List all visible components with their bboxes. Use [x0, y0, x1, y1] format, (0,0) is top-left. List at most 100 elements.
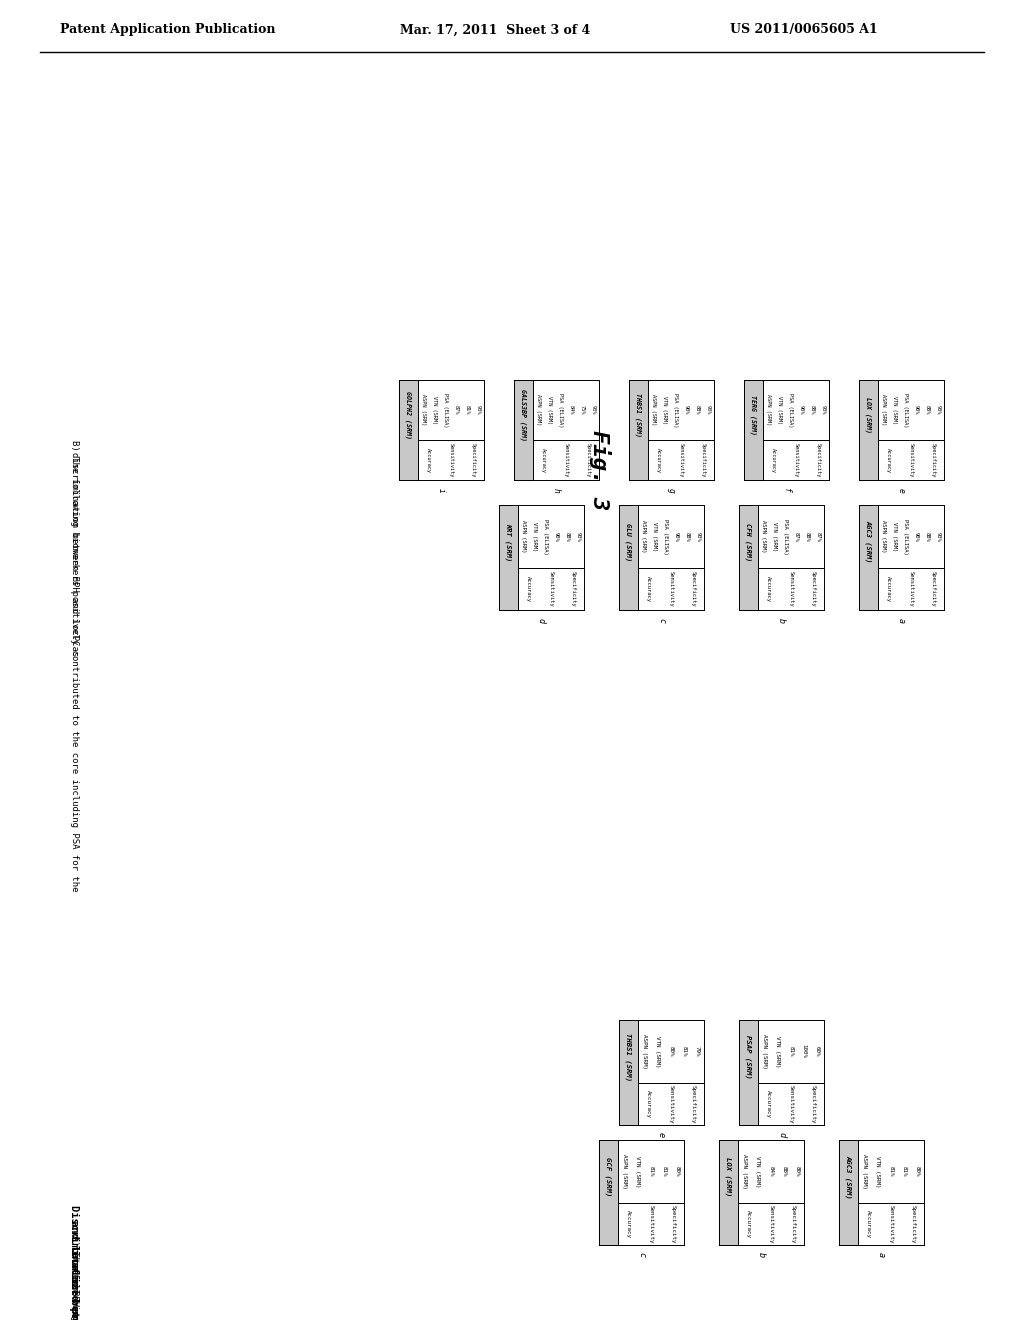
- Text: Specificity: Specificity: [931, 442, 936, 478]
- Text: Sensitivity: Sensitivity: [908, 442, 913, 478]
- Text: Specificity: Specificity: [910, 1205, 915, 1243]
- Text: 81%: 81%: [788, 1047, 794, 1057]
- Polygon shape: [399, 380, 418, 480]
- Text: THBS1 (SRM): THBS1 (SRM): [635, 393, 642, 437]
- Polygon shape: [719, 1140, 737, 1245]
- Text: THBS1 (SRM): THBS1 (SRM): [625, 1032, 632, 1081]
- Text: Accuracy: Accuracy: [646, 576, 651, 602]
- Text: VTN (SRM): VTN (SRM): [662, 396, 667, 424]
- Text: VTN (SRM): VTN (SRM): [531, 521, 537, 552]
- Text: VTN (SRM): VTN (SRM): [876, 1156, 880, 1187]
- Text: 88%: 88%: [925, 532, 930, 541]
- Text: Sensitivity: Sensitivity: [794, 442, 799, 478]
- Text: c: c: [637, 1253, 646, 1258]
- Text: 79%: 79%: [695, 1047, 699, 1057]
- Text: ASPN (SRM): ASPN (SRM): [766, 395, 771, 425]
- Text: c: c: [657, 618, 666, 623]
- Polygon shape: [839, 1140, 858, 1245]
- Text: d: d: [777, 1133, 786, 1138]
- Text: GOLPH2 (SRM): GOLPH2 (SRM): [406, 391, 412, 440]
- Text: Specificity: Specificity: [570, 572, 575, 607]
- Text: 87%: 87%: [816, 532, 821, 541]
- Text: PSA (ELISA): PSA (ELISA): [558, 393, 563, 428]
- Text: 84%: 84%: [768, 1167, 773, 1176]
- Text: VTN (SRM): VTN (SRM): [892, 396, 897, 424]
- Text: Sensitivity: Sensitivity: [788, 1085, 794, 1123]
- Text: Sensitivity: Sensitivity: [563, 442, 568, 478]
- Text: e: e: [657, 1133, 666, 1138]
- Text: 80%: 80%: [669, 1047, 674, 1057]
- Text: Fig. 3: Fig. 3: [589, 430, 611, 510]
- Text: Sensitivity: Sensitivity: [548, 572, 553, 607]
- Text: VTN (SRM): VTN (SRM): [892, 521, 897, 552]
- Text: Accuracy: Accuracy: [627, 1210, 631, 1238]
- Text: 87%: 87%: [794, 532, 799, 541]
- Text: Accuracy: Accuracy: [426, 447, 431, 473]
- Text: and localized prostate cancer (locPCa, n=16): and localized prostate cancer (locPCa, n…: [69, 1220, 79, 1320]
- Text: 81%: 81%: [662, 1167, 667, 1176]
- Text: ASPN (SRM): ASPN (SRM): [650, 395, 655, 425]
- Text: a: a: [897, 618, 906, 623]
- Text: Accuracy: Accuracy: [771, 447, 776, 473]
- Text: VTN (SRM): VTN (SRM): [651, 521, 656, 552]
- Text: LOX (SRM): LOX (SRM): [725, 1158, 731, 1196]
- Text: PSA (ELISA): PSA (ELISA): [673, 393, 678, 428]
- Text: CFH (SRM): CFH (SRM): [745, 523, 752, 561]
- Text: a: a: [877, 1253, 886, 1258]
- Text: 88%: 88%: [565, 532, 570, 541]
- Polygon shape: [859, 380, 878, 480]
- Text: 90%: 90%: [674, 532, 679, 541]
- Text: Sensitivity: Sensitivity: [768, 1205, 773, 1243]
- Text: Specificity: Specificity: [815, 442, 820, 478]
- Text: Sensitivity: Sensitivity: [648, 1205, 653, 1243]
- Text: ASPN (SRM): ASPN (SRM): [741, 1154, 746, 1189]
- Text: Accuracy: Accuracy: [646, 1090, 651, 1118]
- Text: PSA (ELISA): PSA (ELISA): [787, 393, 793, 428]
- Text: Accuracy: Accuracy: [886, 447, 891, 473]
- Text: Sensitivity: Sensitivity: [788, 572, 794, 607]
- Text: d: d: [537, 618, 546, 623]
- Polygon shape: [499, 506, 518, 610]
- Text: VTN (SRM): VTN (SRM): [775, 1036, 780, 1068]
- Text: Sensitivity: Sensitivity: [669, 572, 674, 607]
- Text: ASPN (SRM): ASPN (SRM): [521, 520, 525, 553]
- Text: Accuracy: Accuracy: [766, 576, 771, 602]
- Text: 88%: 88%: [805, 532, 810, 541]
- Text: Sensitivity: Sensitivity: [449, 442, 454, 478]
- Polygon shape: [744, 380, 763, 480]
- Text: Accuracy: Accuracy: [656, 447, 662, 473]
- Text: 84%: 84%: [569, 405, 573, 414]
- Text: AGC3 (SRM): AGC3 (SRM): [865, 520, 871, 564]
- Text: ASPN (SRM): ASPN (SRM): [536, 395, 541, 425]
- Text: 93%: 93%: [591, 405, 596, 414]
- Text: Accuracy: Accuracy: [542, 447, 546, 473]
- Text: VTN (SRM): VTN (SRM): [772, 521, 777, 552]
- Text: Specificity: Specificity: [470, 442, 475, 478]
- Text: Sensitivity: Sensitivity: [889, 1205, 893, 1243]
- Text: 81%: 81%: [901, 1167, 906, 1176]
- Text: VTN (SRM): VTN (SRM): [655, 1036, 660, 1068]
- Text: VTN (SRM): VTN (SRM): [777, 396, 781, 424]
- Text: 93%: 93%: [575, 532, 581, 541]
- Text: Specificity: Specificity: [700, 442, 706, 478]
- Text: PSAP (SRM): PSAP (SRM): [745, 1035, 752, 1078]
- Text: 90%: 90%: [799, 405, 804, 414]
- Text: ASPN (SRM): ASPN (SRM): [862, 1154, 867, 1189]
- Text: Accuracy: Accuracy: [766, 1090, 771, 1118]
- Text: between BPH and locPCa: between BPH and locPCa: [70, 1247, 79, 1320]
- Text: 88%: 88%: [695, 405, 700, 414]
- Text: PSA (ELISA): PSA (ELISA): [782, 519, 787, 554]
- Text: Specificity: Specificity: [810, 1085, 815, 1123]
- Text: 81%: 81%: [889, 1167, 893, 1176]
- Text: ASPN (SRM): ASPN (SRM): [642, 1034, 647, 1069]
- Text: Accuracy: Accuracy: [886, 576, 891, 602]
- Text: 81%: 81%: [682, 1047, 687, 1057]
- Text: PSA (ELISA): PSA (ELISA): [543, 519, 548, 554]
- Text: TERG (SRM): TERG (SRM): [751, 395, 757, 436]
- Text: f: f: [782, 487, 791, 492]
- Text: ASPN (SRM): ASPN (SRM): [622, 1154, 627, 1189]
- Text: ASPN (SRM): ASPN (SRM): [881, 395, 886, 425]
- Text: 60%: 60%: [815, 1047, 820, 1057]
- Polygon shape: [859, 506, 878, 610]
- Text: 80%: 80%: [914, 1167, 920, 1176]
